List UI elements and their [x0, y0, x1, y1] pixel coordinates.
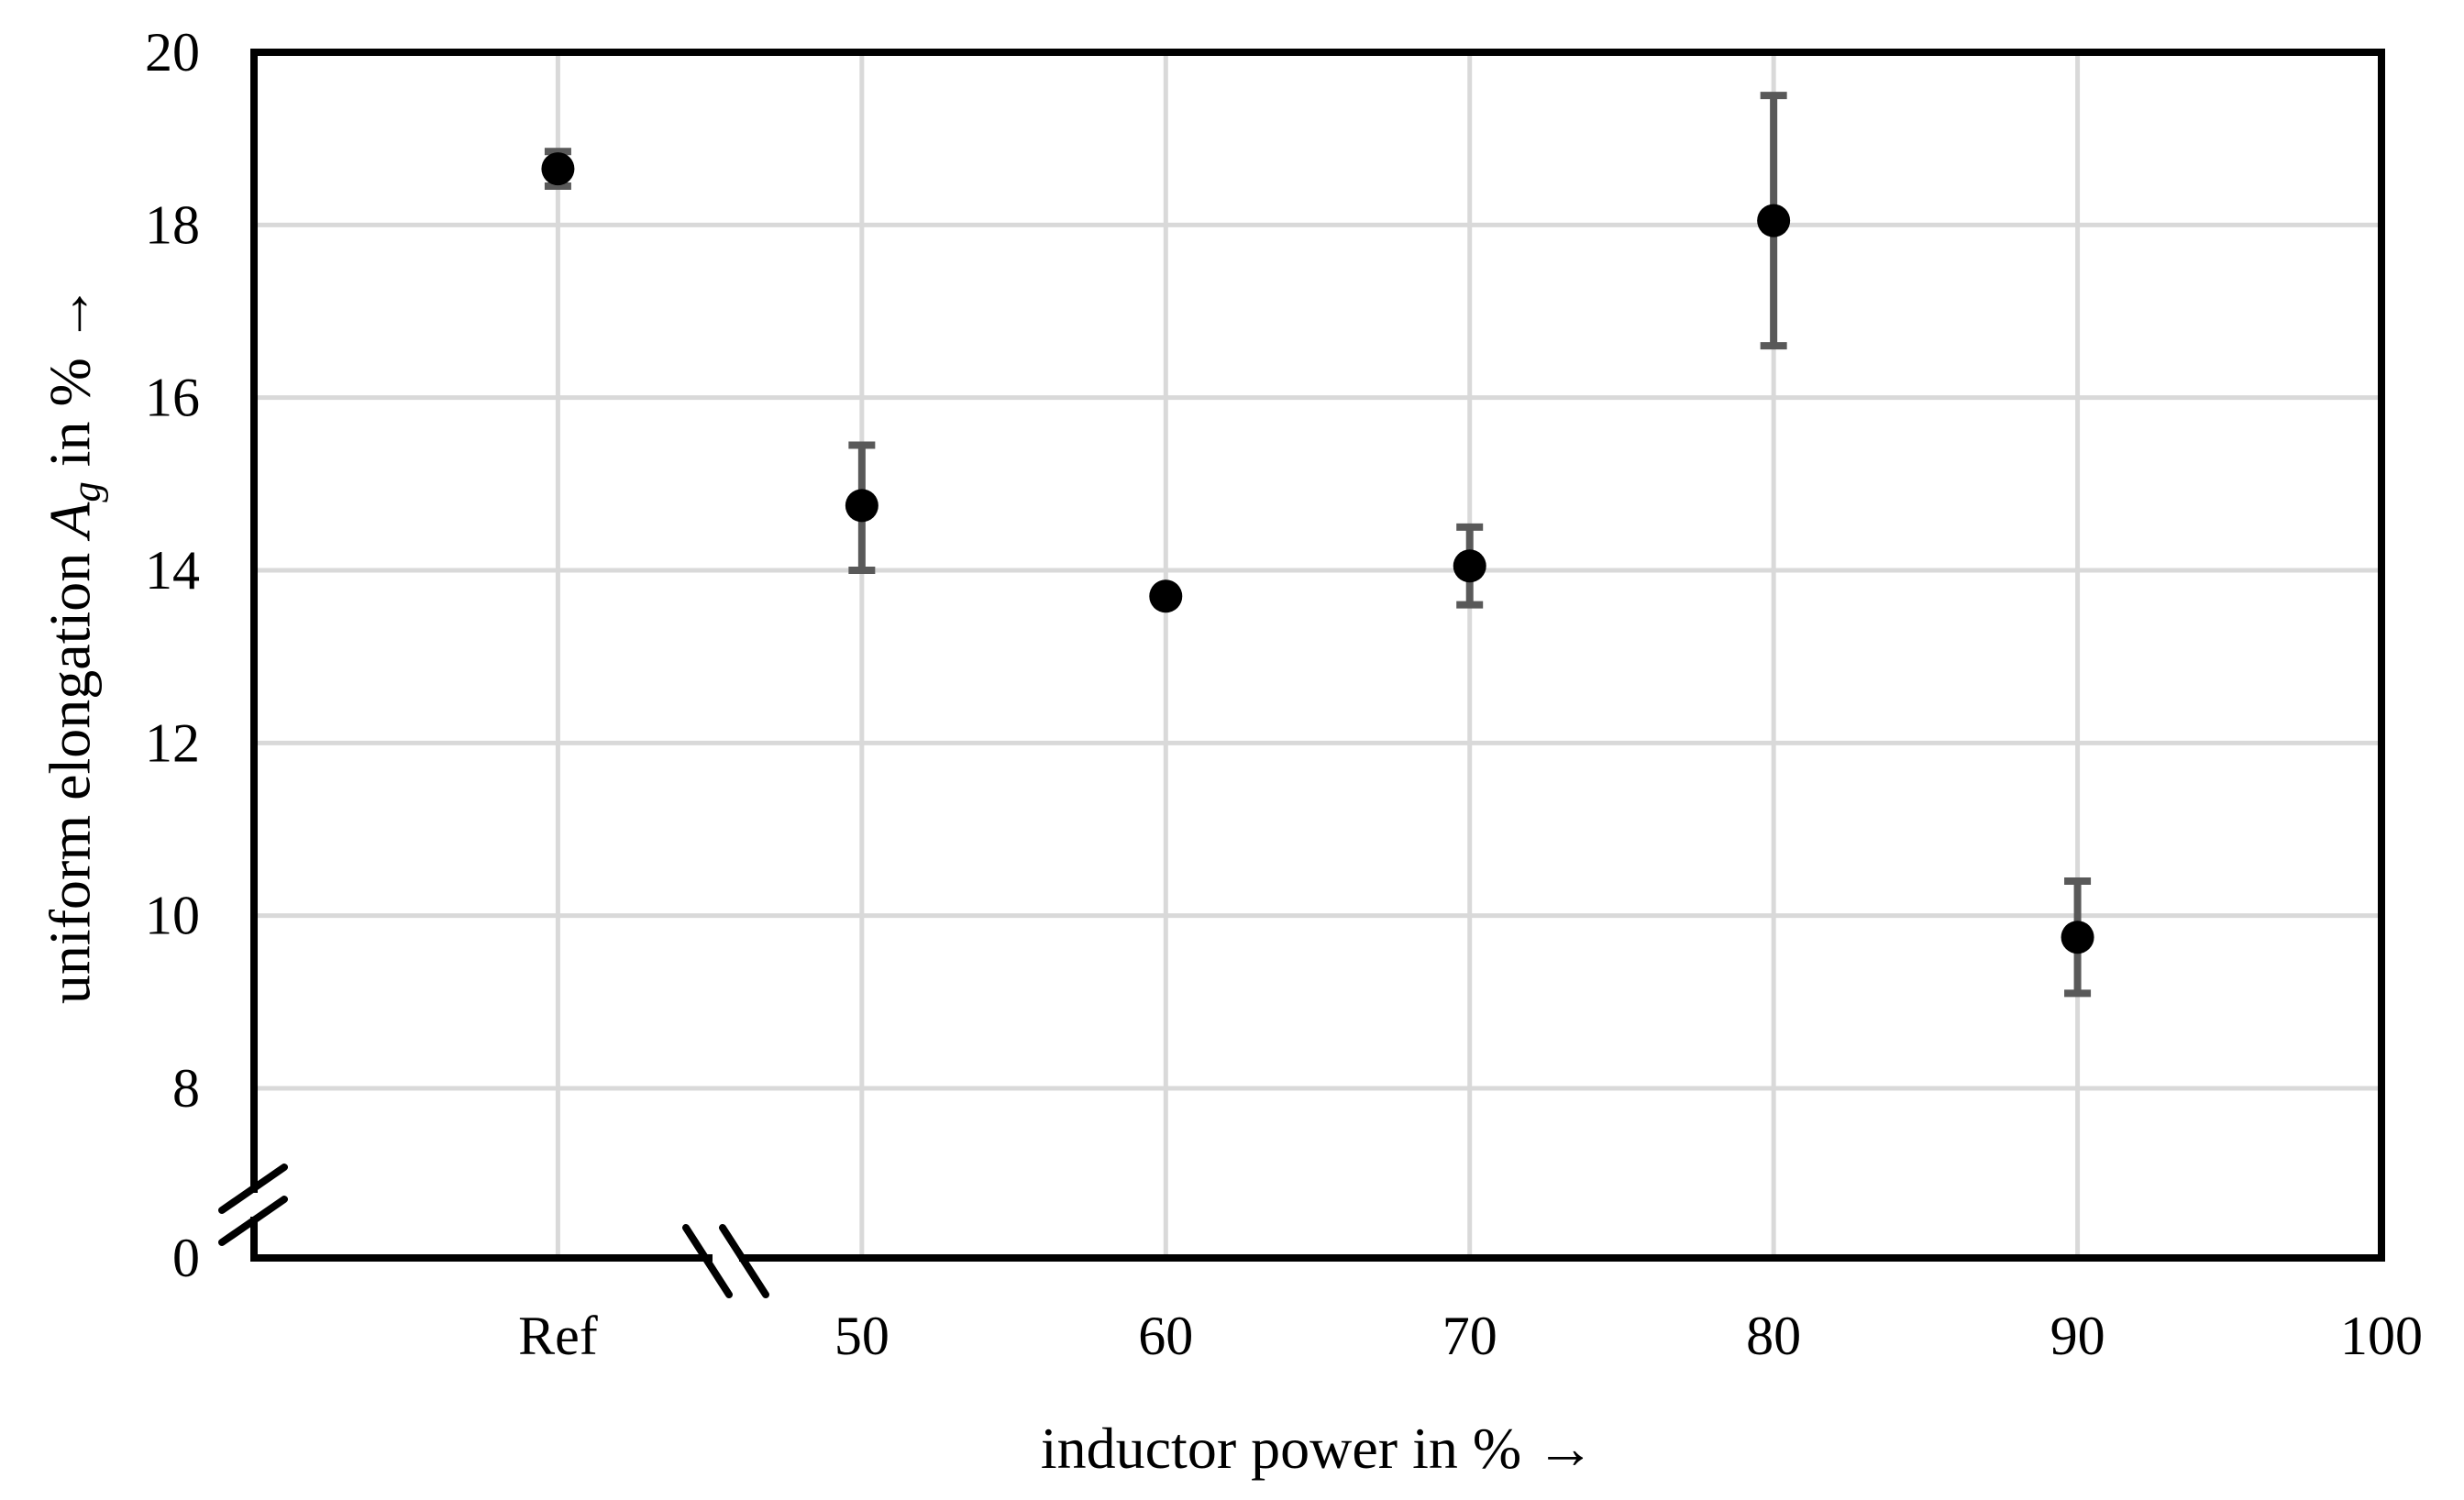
y-axis-break-slash: [218, 1164, 288, 1214]
y-axis-title-text: uniform elongation: [37, 537, 103, 1005]
y-tick-label: 18: [145, 194, 200, 255]
y-tick-label: 20: [145, 22, 200, 83]
data-point-marker: [845, 489, 878, 523]
y-axis-title-suffix: in % →: [37, 284, 103, 482]
y-axis-symbol-subscript: g: [62, 481, 109, 502]
data-point-marker: [2061, 921, 2094, 954]
y-axis-symbol: A: [37, 502, 103, 538]
y-axis-break-slash: [218, 1196, 288, 1246]
x-tick-label: 80: [1746, 1306, 1801, 1366]
y-tick-label: 0: [172, 1228, 200, 1288]
x-tick-label: 100: [2340, 1306, 2423, 1366]
x-axis-title: inductor power in % →: [1040, 1416, 1596, 1481]
data-point-marker: [1757, 204, 1791, 237]
x-tick-label: 50: [834, 1306, 889, 1366]
y-tick-label: 14: [145, 540, 200, 601]
plot-border: [250, 49, 2385, 1262]
y-tick-label: 12: [145, 712, 200, 773]
x-tick-label: 90: [2050, 1306, 2105, 1366]
y-tick-label: 16: [145, 368, 200, 428]
x-axis-break-slash: [682, 1224, 733, 1298]
y-tick-label: 8: [172, 1058, 200, 1119]
y-axis-title: uniform elongation Ag in % →: [37, 39, 118, 1250]
x-tick-label: Ref: [518, 1306, 598, 1366]
data-point-marker: [1149, 579, 1183, 613]
data-point-marker: [1453, 549, 1486, 583]
x-axis-break-slash: [719, 1224, 769, 1298]
x-tick-label: 70: [1442, 1306, 1497, 1366]
y-tick-label: 10: [145, 886, 200, 946]
data-point-marker: [541, 152, 575, 186]
x-tick-label: 60: [1138, 1306, 1193, 1366]
